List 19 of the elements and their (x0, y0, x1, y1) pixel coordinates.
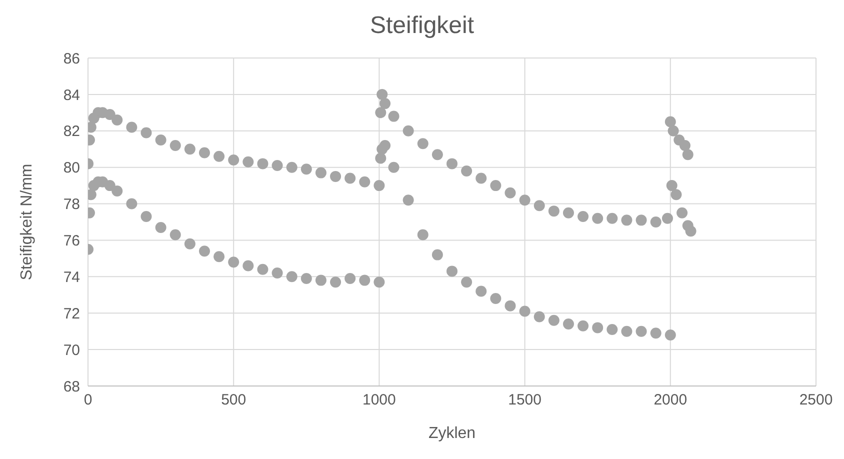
y-tick-label: 86 (63, 50, 80, 68)
y-tick-label: 72 (63, 305, 80, 322)
x-tick-label: 0 (84, 392, 92, 409)
y-tick-label: 84 (63, 86, 80, 104)
y-tick-label: 78 (63, 196, 80, 214)
x-tick-label: 1500 (508, 392, 542, 409)
x-tick-label: 2000 (654, 392, 688, 409)
y-axis-title: Steifigkeit N/mm (18, 164, 36, 280)
x-tick-label: 1000 (362, 392, 396, 409)
y-tick-label: 80 (63, 160, 80, 177)
y-tick-label: 74 (63, 268, 80, 286)
y-tick-label: 68 (63, 378, 80, 396)
x-tick-label: 2500 (799, 392, 833, 409)
x-tick-label: 500 (221, 392, 246, 409)
y-tick-label: 82 (63, 123, 80, 140)
y-tick-label: 76 (63, 232, 80, 250)
y-tick-label: 70 (63, 342, 80, 359)
x-axis-title: Zyklen (428, 425, 476, 442)
chart-title: Steifigkeit (368, 11, 476, 41)
